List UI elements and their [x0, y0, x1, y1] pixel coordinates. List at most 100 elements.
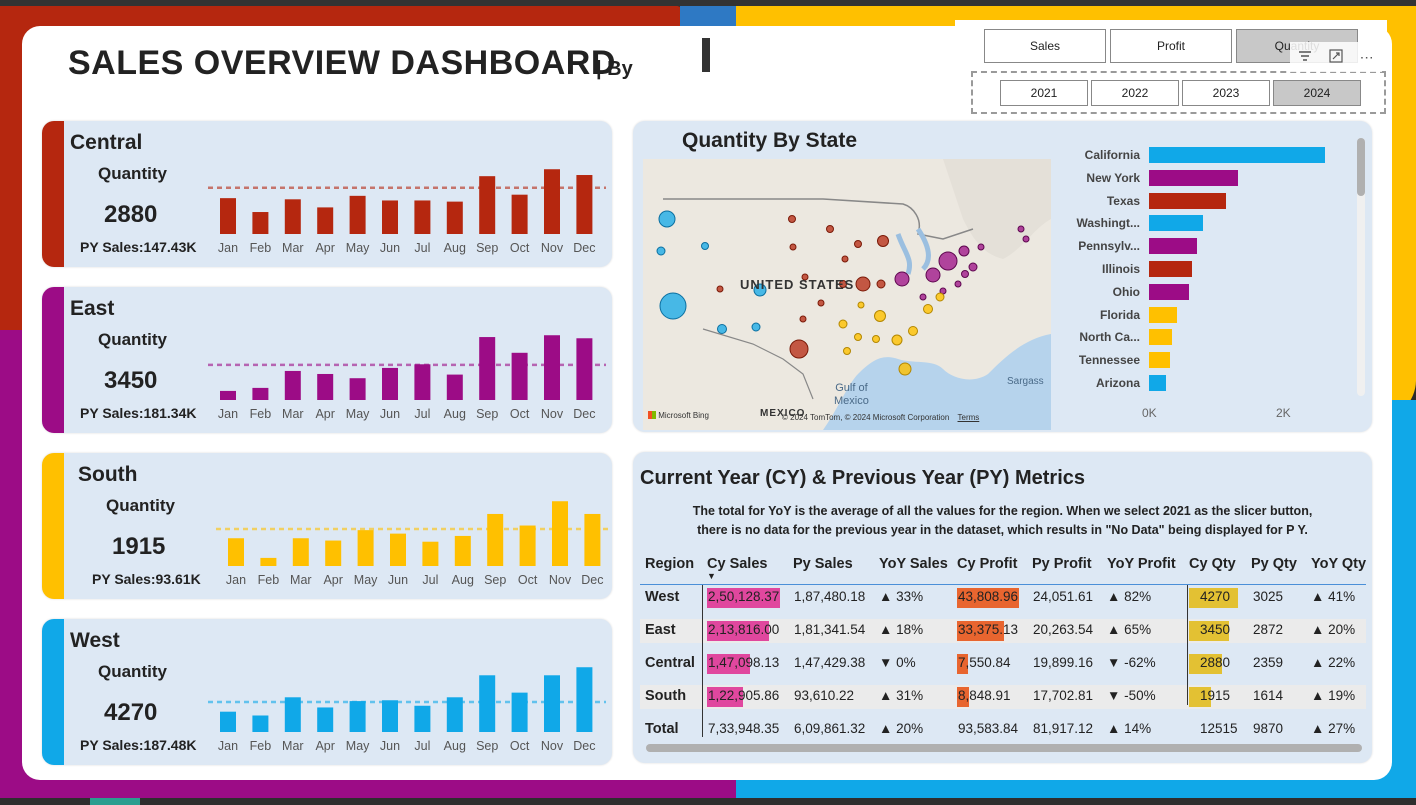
month-bar-jun[interactable]: [382, 200, 398, 234]
filter-icon[interactable]: [1298, 49, 1312, 65]
column-header[interactable]: Cy Qty: [1189, 556, 1236, 572]
table-cell-py-qty: 1614: [1253, 688, 1284, 703]
column-header[interactable]: YoY Qty: [1311, 556, 1367, 572]
column-header[interactable]: YoY Sales: [879, 556, 948, 572]
month-bar-nov[interactable]: [552, 501, 568, 566]
quantity-value: 2880: [104, 201, 158, 228]
measure-button-sales[interactable]: Sales: [984, 29, 1106, 63]
more-options-icon[interactable]: ⋯: [1359, 48, 1374, 65]
year-slicer-frame[interactable]: [971, 71, 1386, 114]
month-bar-may[interactable]: [349, 701, 366, 732]
state-bar[interactable]: [1149, 215, 1203, 232]
column-header[interactable]: Region: [645, 556, 695, 572]
state-bar[interactable]: [1149, 147, 1325, 163]
table-cell-cy-qty: 4270: [1200, 589, 1231, 604]
month-bar-may[interactable]: [349, 195, 366, 234]
month-bar-feb[interactable]: [252, 212, 269, 234]
month-bar-jan[interactable]: [220, 198, 236, 234]
scrollbar-thumb[interactable]: [1357, 138, 1365, 196]
month-bar-dec[interactable]: [576, 175, 593, 234]
month-bar-apr[interactable]: [317, 707, 334, 732]
sort-descending-icon[interactable]: ▼: [707, 571, 716, 581]
table-cell-cy-qty: 12515: [1200, 721, 1238, 736]
month-bar-jul[interactable]: [414, 200, 431, 234]
column-header[interactable]: Py Sales: [793, 556, 853, 572]
month-label: Jul: [414, 407, 430, 421]
table-horizontal-scrollbar[interactable]: [646, 744, 1362, 752]
month-bar-jan[interactable]: [220, 390, 236, 400]
state-bar[interactable]: [1149, 192, 1227, 209]
column-header[interactable]: Py Profit: [1032, 556, 1092, 572]
month-bar-apr[interactable]: [317, 373, 334, 400]
month-bar-oct[interactable]: [519, 525, 536, 566]
focus-mode-icon[interactable]: [1329, 48, 1343, 66]
state-bar[interactable]: [1149, 306, 1178, 323]
column-header[interactable]: YoY Profit: [1107, 556, 1176, 572]
month-bar-jan[interactable]: [220, 711, 236, 732]
month-bar-sep[interactable]: [487, 513, 504, 566]
month-bar-mar[interactable]: [292, 538, 309, 566]
table-cell-py-profit: 17,702.81: [1033, 688, 1094, 703]
column-header[interactable]: Cy Sales: [707, 556, 768, 572]
month-bar-feb[interactable]: [260, 557, 277, 566]
month-bar-jun[interactable]: [382, 700, 398, 732]
state-label: Illinois: [1101, 262, 1140, 276]
month-bar-feb[interactable]: [252, 715, 269, 732]
month-bar-oct[interactable]: [511, 692, 528, 732]
month-bar-jul[interactable]: [422, 541, 439, 566]
month-label: Apr: [323, 573, 342, 587]
month-bar-jul[interactable]: [414, 705, 431, 732]
region-name: Central: [70, 131, 143, 154]
month-bar-jan[interactable]: [228, 538, 244, 566]
year-button-2024[interactable]: 2024: [1273, 80, 1361, 106]
table-cell-cy-profit: 33,375.13: [958, 622, 1019, 637]
month-bar-apr[interactable]: [325, 540, 342, 566]
month-bar-dec[interactable]: [576, 338, 593, 400]
state-bar[interactable]: [1149, 375, 1167, 391]
month-bar-mar[interactable]: [284, 370, 301, 400]
month-bar-may[interactable]: [349, 378, 366, 400]
monthly-quantity-chart: Jan Feb Mar Apr May Jun Jul Aug Sep Oct Nov Dec: [208, 667, 606, 753]
month-bar-aug[interactable]: [446, 201, 463, 234]
year-button-2023[interactable]: 2023: [1182, 80, 1270, 106]
month-bar-mar[interactable]: [284, 697, 301, 732]
month-bar-aug[interactable]: [446, 697, 463, 732]
year-button-2022[interactable]: 2022: [1091, 80, 1179, 106]
month-bar-jun[interactable]: [390, 533, 406, 566]
month-bar-mar[interactable]: [284, 199, 301, 234]
month-bar-apr[interactable]: [317, 207, 334, 234]
month-bar-may[interactable]: [357, 530, 374, 566]
state-bar[interactable]: [1149, 238, 1198, 255]
month-bar-nov[interactable]: [544, 169, 560, 234]
year-button-2021[interactable]: 2021: [1000, 80, 1088, 106]
state-bar[interactable]: [1149, 261, 1192, 277]
state-bar[interactable]: [1149, 352, 1170, 369]
state-chart-scrollbar[interactable]: [1357, 138, 1365, 396]
month-bar-feb[interactable]: [252, 387, 269, 400]
month-bar-nov[interactable]: [544, 675, 560, 732]
state-bar[interactable]: [1149, 169, 1238, 186]
month-bar-dec[interactable]: [576, 667, 593, 732]
gulf-label-line1: Gulf of: [835, 382, 868, 394]
month-bar-oct[interactable]: [511, 352, 528, 400]
month-bar-jun[interactable]: [382, 367, 398, 400]
month-bar-aug[interactable]: [454, 535, 471, 566]
column-header[interactable]: Py Qty: [1251, 556, 1297, 572]
month-bar-nov[interactable]: [544, 335, 560, 400]
page-tab-indicator[interactable]: [90, 798, 140, 805]
month-bar-sep[interactable]: [479, 337, 496, 400]
month-bar-oct[interactable]: [511, 194, 528, 234]
month-bar-dec[interactable]: [584, 513, 601, 566]
us-bubble-map[interactable]: [643, 159, 1051, 430]
month-bar-aug[interactable]: [446, 374, 463, 400]
measure-button-profit[interactable]: Profit: [1110, 29, 1232, 63]
table-cell-cy-profit: 43,808.96: [958, 589, 1019, 604]
state-bar[interactable]: [1149, 283, 1190, 300]
month-bar-jul[interactable]: [414, 364, 431, 400]
column-header[interactable]: Cy Profit: [957, 556, 1018, 572]
state-bar[interactable]: [1149, 329, 1172, 346]
map-terms-link[interactable]: Terms: [957, 413, 980, 422]
state-label: Arizona: [1095, 376, 1140, 390]
month-bar-sep[interactable]: [479, 176, 496, 234]
month-bar-sep[interactable]: [479, 675, 496, 732]
